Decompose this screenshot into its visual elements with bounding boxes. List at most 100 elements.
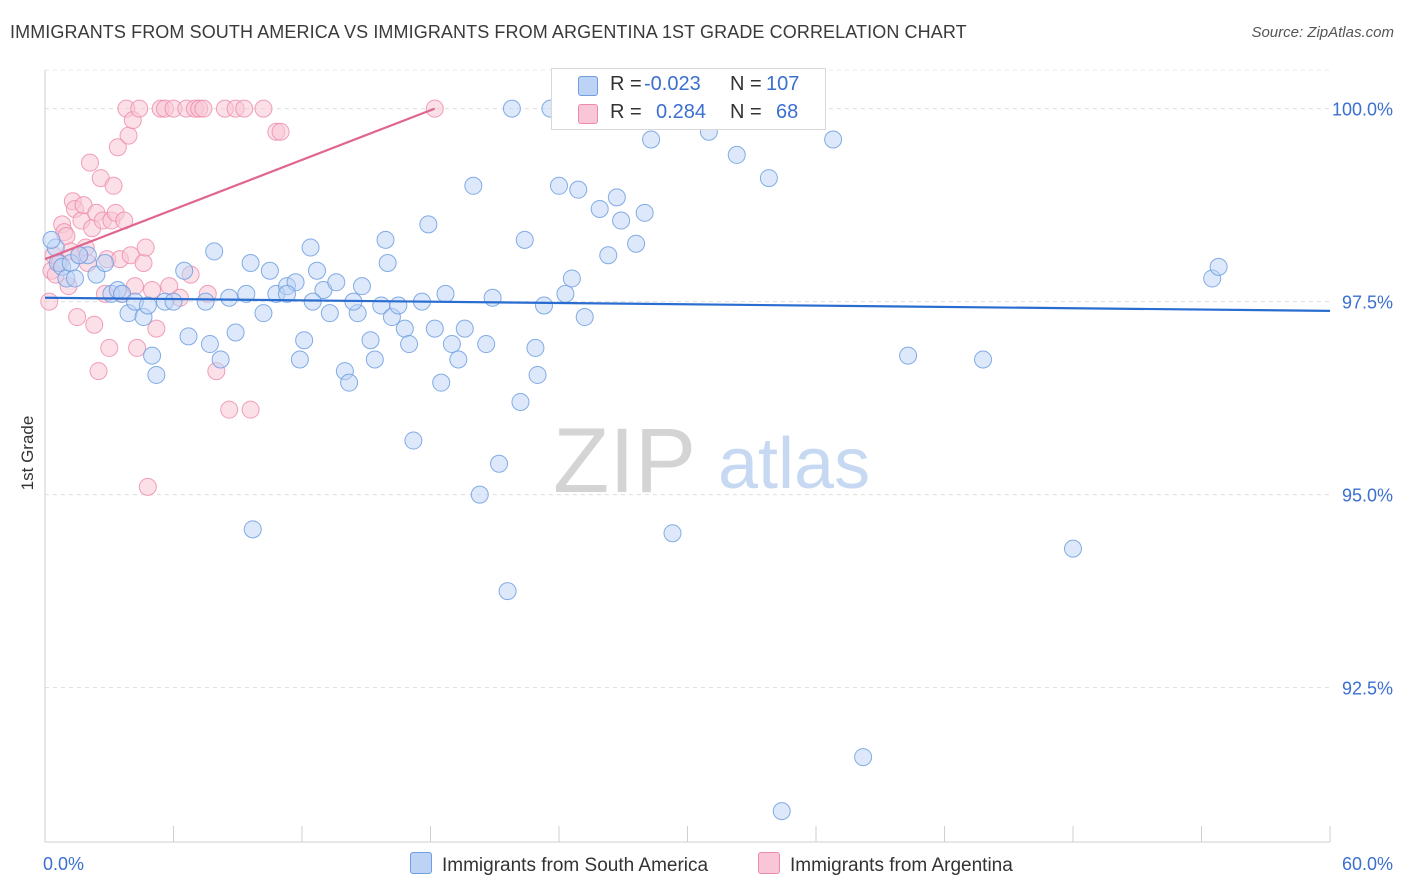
south-america-point	[143, 346, 162, 365]
south-america-point	[772, 802, 791, 821]
argentina-point	[194, 99, 213, 118]
south-america-point	[378, 254, 397, 272]
south-america-point	[307, 261, 326, 280]
south-america-point	[974, 350, 993, 369]
argentina-point	[104, 176, 123, 195]
tick-labels: 92.5% 95.0% 97.5% 100.0% 0.0% 60.0%	[43, 100, 1393, 874]
south-america-point	[663, 524, 682, 543]
south-america-point	[243, 520, 262, 539]
south-america-point	[899, 346, 918, 365]
south-america-point	[642, 130, 661, 149]
south-america-point	[42, 230, 61, 249]
x-tick-label-min: 0.0%	[43, 854, 84, 874]
legend-n-value: 68	[776, 101, 799, 123]
legend-n-label: N =	[730, 73, 762, 95]
x-tick-label-max: 60.0%	[1342, 854, 1393, 874]
argentina-point	[89, 362, 108, 381]
south-america-point	[599, 246, 618, 265]
legend-swatch-blue	[410, 852, 432, 874]
south-america-point	[449, 350, 468, 369]
south-america-point	[1064, 539, 1082, 558]
south-america-point	[562, 269, 581, 288]
south-america-point	[498, 582, 517, 601]
south-america-point	[365, 350, 384, 369]
argentina-point	[254, 99, 273, 118]
south-america-point	[612, 211, 631, 230]
y-tick-label: 92.5%	[1342, 679, 1393, 699]
south-america-point	[477, 335, 496, 354]
south-america-point	[436, 284, 455, 303]
argentina-point	[85, 315, 104, 334]
south-america-point	[502, 99, 521, 118]
south-america-point	[824, 130, 843, 149]
south-america-point	[556, 284, 575, 303]
south-america-point	[147, 365, 166, 384]
argentina-point	[108, 138, 127, 157]
legend-n-value: 107	[766, 73, 800, 95]
argentina-point	[136, 238, 155, 257]
south-america-point	[200, 335, 219, 354]
legend-swatch-blue	[578, 76, 598, 96]
south-america-point	[254, 304, 273, 323]
south-america-point	[419, 215, 438, 234]
south-america-point	[483, 288, 502, 307]
south-america-point	[301, 238, 320, 257]
legend-label-south-america: Immigrants from South America	[442, 855, 709, 876]
south-america-point	[389, 296, 408, 315]
legend-r-label: R =	[610, 101, 642, 123]
south-america-point	[241, 254, 260, 272]
chart-title: IMMIGRANTS FROM SOUTH AMERICA VS IMMIGRA…	[10, 22, 967, 42]
legend-n-label: N =	[730, 101, 762, 123]
south-america-point	[432, 373, 451, 392]
south-america-point	[226, 323, 245, 342]
south-america-point	[526, 338, 545, 357]
stats-legend: R = -0.023 N = 107 R = 0.284 N = 68	[551, 68, 826, 130]
south-america-point	[627, 234, 646, 253]
legend-label-argentina: Immigrants from Argentina	[790, 855, 1013, 876]
south-america-point	[352, 277, 371, 296]
south-america-point	[464, 176, 483, 195]
south-america-point	[425, 319, 444, 338]
south-america-point	[854, 748, 873, 767]
argentina-point	[100, 338, 119, 357]
argentina-point	[220, 400, 239, 419]
legend-r-value: -0.023	[644, 73, 701, 95]
south-america-point	[590, 199, 609, 218]
south-america-point	[550, 176, 568, 195]
south-america-point	[327, 273, 346, 292]
legend-r-label: R =	[610, 73, 642, 95]
legend-item-argentina: Immigrants from Argentina	[758, 852, 1013, 876]
y-axis-label: 1st Grade	[18, 416, 37, 491]
south-america-point	[220, 288, 239, 307]
watermark-atlas: atlas	[718, 424, 870, 504]
source-label: Source: ZipAtlas.com	[1251, 24, 1394, 41]
legend-row-argentina: R = 0.284 N = 68	[552, 101, 825, 127]
argentina-trend-line	[44, 107, 436, 261]
south-america-point	[635, 203, 654, 222]
argentina-point	[138, 477, 157, 496]
south-america-point	[340, 373, 359, 392]
south-america-point	[278, 284, 297, 303]
argentina-point	[80, 153, 99, 172]
y-tick-label: 95.0%	[1342, 486, 1393, 506]
south-america-point	[759, 169, 778, 188]
south-america-point	[290, 350, 309, 369]
south-america-point	[442, 335, 461, 354]
south-america-point	[295, 331, 314, 350]
legend-swatch-pink	[758, 852, 780, 874]
south-america-point	[535, 296, 554, 315]
south-america-point	[196, 292, 215, 311]
south-america-point	[138, 296, 157, 315]
argentina-point	[147, 319, 166, 338]
legend-r-value: 0.284	[656, 101, 707, 123]
trend-lines	[44, 107, 1331, 312]
south-america-point	[65, 269, 84, 288]
argentina-point	[271, 122, 290, 141]
south-america-point	[205, 242, 224, 261]
argentina-point	[40, 292, 59, 311]
argentina-point	[68, 308, 87, 327]
south-america-point	[95, 254, 114, 272]
argentina-point	[119, 126, 138, 145]
south-america-point	[404, 431, 423, 450]
watermark: ZIP atlas	[553, 410, 870, 512]
